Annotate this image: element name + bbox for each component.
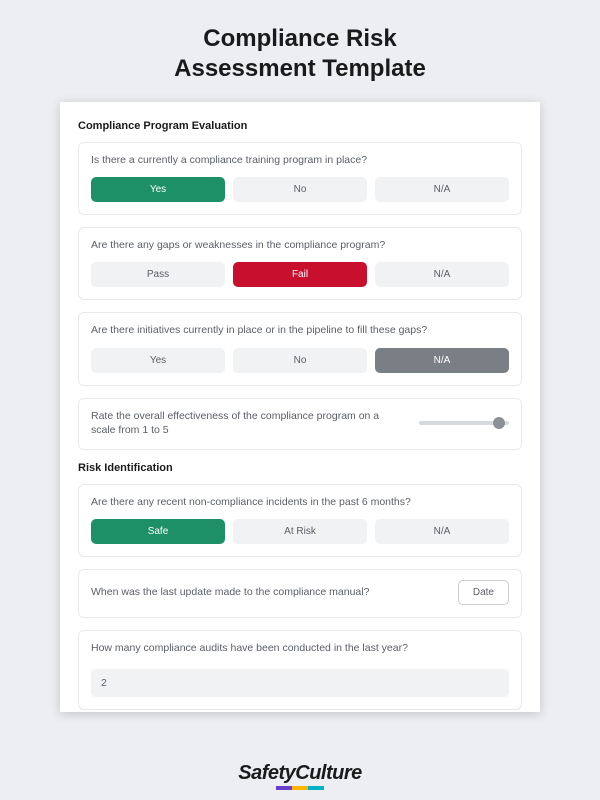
option-na[interactable]: N/A: [375, 519, 509, 544]
question-initiatives: Are there initiatives currently in place…: [78, 312, 522, 385]
option-pass[interactable]: Pass: [91, 262, 225, 287]
underline-seg-3: [308, 786, 324, 790]
option-at-risk[interactable]: At Risk: [233, 519, 367, 544]
option-row: Safe At Risk N/A: [91, 519, 509, 544]
underline-seg-1: [276, 786, 292, 790]
date-row: When was the last update made to the com…: [91, 580, 509, 605]
section-heading-identification: Risk Identification: [78, 462, 522, 474]
option-yes[interactable]: Yes: [91, 348, 225, 373]
title-line-2: Assessment Template: [174, 55, 426, 82]
question-text: Are there any gaps or weaknesses in the …: [91, 238, 509, 252]
slider-track[interactable]: [419, 421, 509, 425]
brand-underline: [276, 786, 324, 790]
option-row: Yes No N/A: [91, 177, 509, 202]
form-card: Compliance Program Evaluation Is there a…: [60, 102, 540, 712]
page-title-wrap: Compliance Risk Assessment Template: [0, 0, 600, 102]
date-button[interactable]: Date: [458, 580, 509, 605]
option-safe[interactable]: Safe: [91, 519, 225, 544]
question-text: Rate the overall effectiveness of the co…: [91, 409, 405, 437]
question-training-program: Is there a currently a compliance traini…: [78, 142, 522, 215]
option-row: Yes No N/A: [91, 348, 509, 373]
question-text: Is there a currently a compliance traini…: [91, 153, 509, 167]
question-effectiveness: Rate the overall effectiveness of the co…: [78, 398, 522, 450]
option-no[interactable]: No: [233, 177, 367, 202]
audits-input[interactable]: [91, 669, 509, 697]
footer-brand: SafetyCulture: [0, 762, 600, 790]
section-heading-evaluation: Compliance Program Evaluation: [78, 120, 522, 132]
question-text: Are there initiatives currently in place…: [91, 323, 509, 337]
question-audits-count: How many compliance audits have been con…: [78, 630, 522, 710]
question-manual-update: When was the last update made to the com…: [78, 569, 522, 618]
question-text: When was the last update made to the com…: [91, 585, 448, 599]
option-na[interactable]: N/A: [375, 262, 509, 287]
title-line-1: Compliance Risk: [203, 25, 396, 52]
page-title: Compliance Risk Assessment Template: [40, 24, 560, 84]
option-fail[interactable]: Fail: [233, 262, 367, 287]
option-no[interactable]: No: [233, 348, 367, 373]
option-yes[interactable]: Yes: [91, 177, 225, 202]
option-na[interactable]: N/A: [375, 177, 509, 202]
question-text: How many compliance audits have been con…: [91, 641, 509, 655]
option-row: Pass Fail N/A: [91, 262, 509, 287]
question-gaps: Are there any gaps or weaknesses in the …: [78, 227, 522, 300]
option-na[interactable]: N/A: [375, 348, 509, 373]
underline-seg-2: [292, 786, 308, 790]
question-incidents: Are there any recent non-compliance inci…: [78, 484, 522, 557]
slider-thumb[interactable]: [493, 417, 505, 429]
slider-row: Rate the overall effectiveness of the co…: [91, 409, 509, 437]
question-text: Are there any recent non-compliance inci…: [91, 495, 509, 509]
brand-logo-text: SafetyCulture: [238, 762, 362, 785]
